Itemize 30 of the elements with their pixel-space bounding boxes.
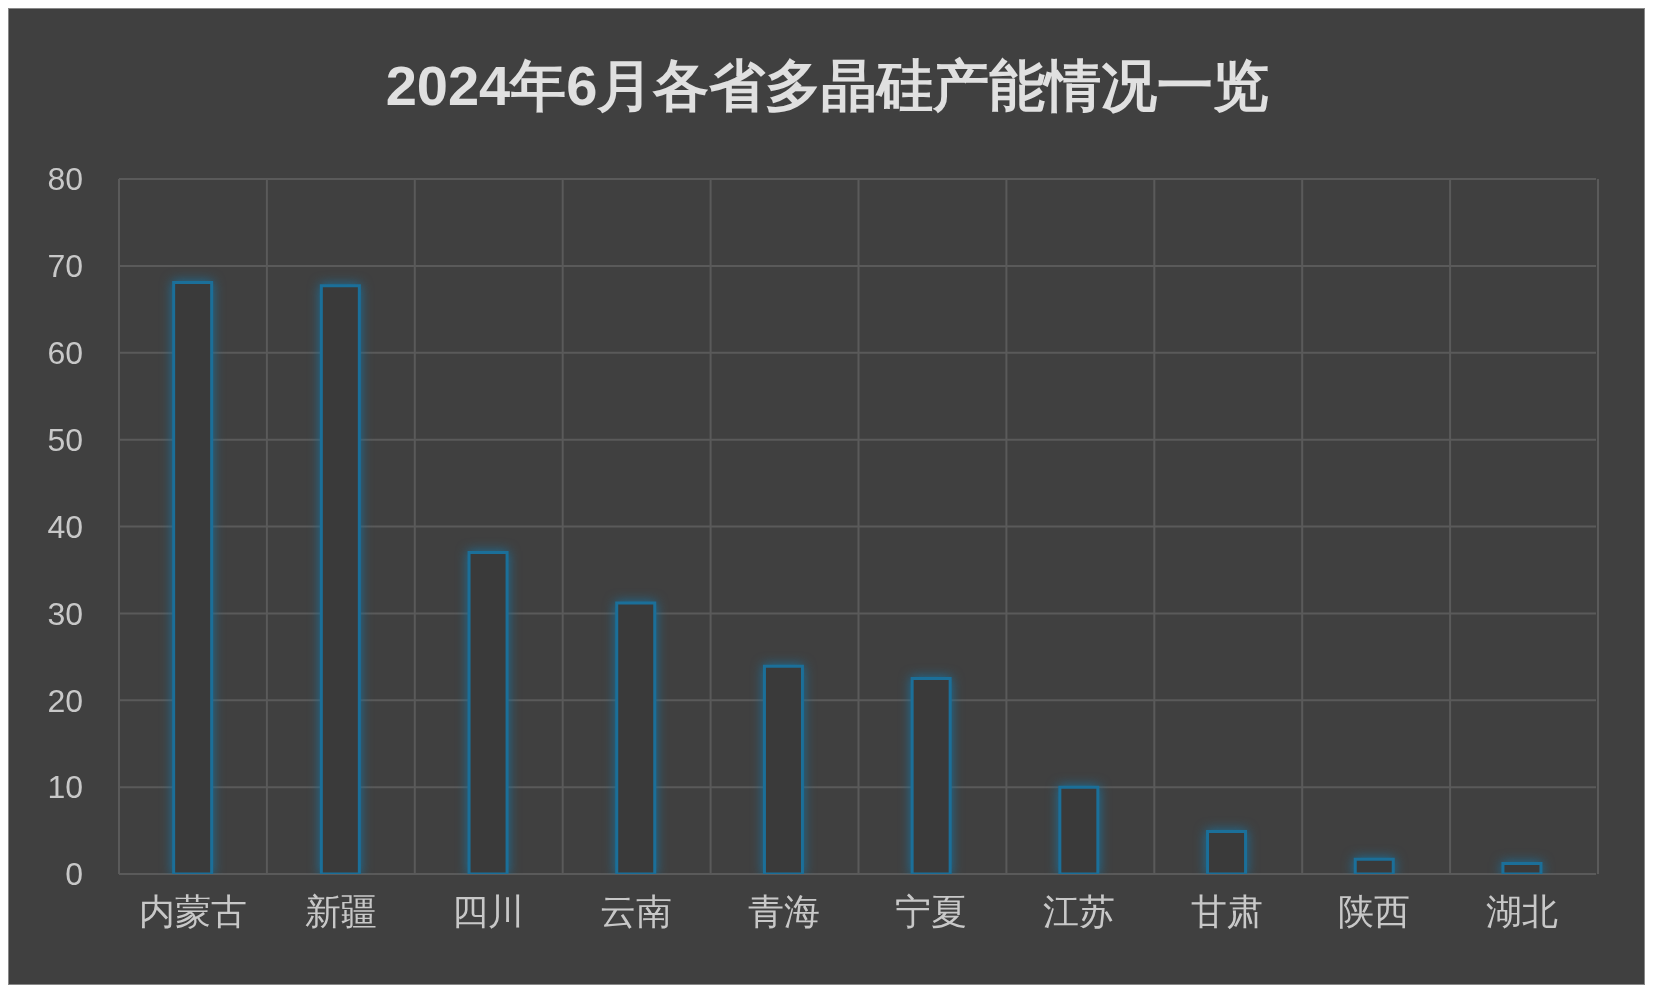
- y-tick-label: 10: [47, 769, 83, 806]
- x-tick-label: 江苏: [1043, 890, 1116, 932]
- bar: [1501, 862, 1543, 874]
- x-tick-label: 甘肃: [1190, 890, 1263, 932]
- bar: [1353, 857, 1395, 874]
- x-tick-label: 宁夏: [895, 890, 968, 932]
- bar: [467, 551, 509, 874]
- bar: [172, 280, 214, 874]
- bar: [319, 284, 361, 874]
- chart-title: 2024年6月各省多晶硅产能情况一览: [384, 53, 1271, 119]
- x-tick-label: 陕西: [1338, 890, 1411, 932]
- y-tick-label: 20: [47, 682, 83, 719]
- bar: [615, 601, 657, 874]
- x-tick-label: 青海: [747, 890, 820, 932]
- y-tick-label: 50: [47, 421, 83, 458]
- bar: [1058, 785, 1100, 874]
- y-tick-label: 80: [47, 161, 83, 198]
- bar: [762, 664, 804, 874]
- x-tick-label: 新疆: [304, 890, 377, 932]
- y-tick-label: 60: [47, 335, 83, 372]
- bar: [910, 677, 952, 874]
- y-tick-label: 70: [47, 248, 83, 285]
- bar: [1206, 829, 1248, 874]
- x-tick-label: 云南: [599, 890, 672, 932]
- y-tick-label: 0: [65, 856, 83, 893]
- x-tick-label: 四川: [452, 890, 525, 932]
- x-tick-label: 内蒙古: [138, 890, 247, 932]
- y-tick-label: 40: [47, 508, 83, 545]
- x-tick-label: 湖北: [1486, 890, 1559, 932]
- y-tick-label: 30: [47, 595, 83, 632]
